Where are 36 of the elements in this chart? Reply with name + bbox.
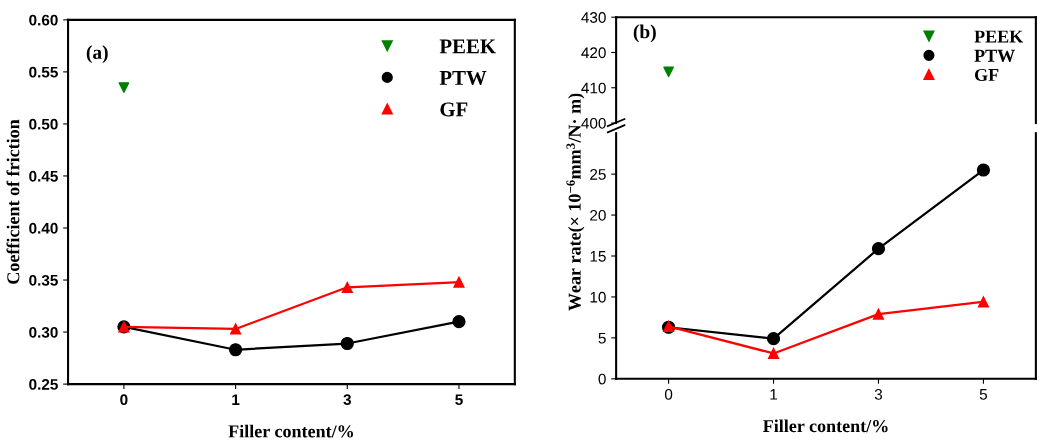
annotation: (a) <box>86 45 108 63</box>
legend-label: PTW <box>974 49 1015 62</box>
x-axis-title: Filler content/% <box>763 419 888 433</box>
x-tick-label: 1 <box>232 394 240 405</box>
y-axis-title: Coefficient of friction <box>6 119 20 284</box>
y-tick-label: 0.50 <box>29 118 58 130</box>
legend-label: PEEK <box>974 30 1024 43</box>
y-tick-label: 430 <box>581 12 606 23</box>
y-tick-label: 0.25 <box>29 378 58 390</box>
y-tick-label: 0.60 <box>29 14 58 26</box>
y-tick-label: 0.55 <box>29 66 58 78</box>
y-tick-label: 25 <box>590 168 606 180</box>
x-tick-label: 0 <box>120 394 128 406</box>
y-tick-label: 0.45 <box>29 170 58 182</box>
y-tick-label: 410 <box>581 82 606 94</box>
x-tick-label: 5 <box>455 394 463 406</box>
x-axis-title: Filler content/% <box>228 424 354 438</box>
y-tick-label: 0.30 <box>29 326 58 338</box>
y-tick-label: 0.35 <box>29 274 58 286</box>
y-tick-label: 5 <box>598 332 606 344</box>
legend-label: GF <box>440 102 468 117</box>
x-tick-label: 0 <box>664 388 673 400</box>
legend-label: PTW <box>439 71 487 86</box>
y-tick-label: 420 <box>581 47 606 59</box>
legend-label: GF <box>974 68 999 82</box>
x-tick-label: 1 <box>770 389 778 400</box>
y-tick-label: 0.40 <box>29 222 58 234</box>
y-tick-label: 0 <box>598 373 606 385</box>
x-tick-label: 3 <box>874 388 883 400</box>
x-tick-label: 3 <box>343 394 351 406</box>
annotation: (b) <box>633 24 656 43</box>
y-tick-label: 15 <box>590 251 606 262</box>
x-tick-label: 5 <box>979 389 988 400</box>
y-tick-label: 20 <box>590 209 606 221</box>
legend-label: PEEK <box>439 39 496 54</box>
y-tick-label: 10 <box>590 291 606 303</box>
